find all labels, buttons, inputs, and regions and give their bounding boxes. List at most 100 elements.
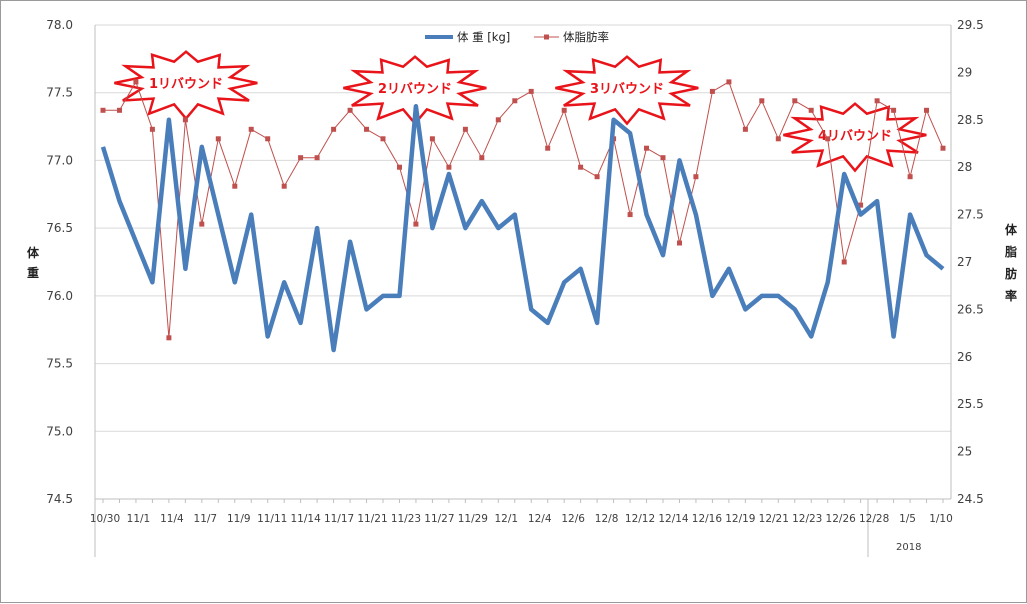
fat-point: [397, 164, 402, 170]
rebound-label: 3リバウンド: [590, 82, 664, 97]
fat-point: [149, 126, 155, 132]
x-axis: 10/30 11/1 11/4 11/7 11/9 11/11 11/14 11/17 11/2…: [90, 498, 953, 557]
fat-point: [644, 145, 649, 151]
x-tick-label: 11/7: [194, 513, 218, 525]
fat-point: [215, 136, 221, 142]
left-axis-title-char: 体: [27, 245, 40, 260]
fat-point: [281, 183, 287, 189]
fat-point: [495, 117, 501, 123]
left-tick-label: 75.5: [46, 357, 73, 371]
x-tick-label: 11/23: [391, 513, 421, 525]
fat-point: [298, 155, 304, 161]
right-axis-title-char: 体: [1005, 222, 1018, 237]
fat-point: [825, 136, 831, 142]
right-axis-ticks: 29.5 29 28.5 28 27.5 27 26.5 26 25.5 25 24.5: [957, 18, 984, 506]
x-tick-label: 12/6: [561, 513, 585, 525]
fat-point: [364, 126, 369, 132]
fat-point: [429, 136, 435, 142]
right-tick-label: 28.5: [957, 113, 984, 127]
right-tick-label: 29: [957, 65, 972, 79]
x-tick-label: 12/8: [595, 513, 619, 525]
fat-point: [907, 174, 913, 180]
fat-point: [924, 107, 929, 113]
fat-point: [117, 107, 122, 113]
rebound-label: 1リバウンド: [149, 77, 223, 92]
fat-point: [100, 107, 106, 113]
fat-point: [742, 126, 748, 132]
fat-point: [775, 136, 781, 142]
left-axis-ticks: 78.0 77.5 77.0 76.5 76.0 75.5 75.0 74.5: [46, 18, 73, 506]
legend-fat-label: 体脂肪率: [563, 30, 609, 44]
fat-point: [940, 145, 946, 151]
fat-point: [792, 98, 798, 104]
fat-point: [726, 79, 732, 85]
fat-point: [462, 126, 468, 132]
fat-point: [709, 88, 715, 94]
x-tick-label: 10/30: [90, 513, 120, 525]
x-tick-label: 12/28: [859, 513, 889, 525]
fat-point: [677, 240, 682, 246]
legend-fat-marker: [544, 34, 549, 40]
x-tick-label: 11/29: [458, 513, 488, 525]
legend-weight-label: 体 重 [kg]: [457, 30, 510, 44]
fat-point: [479, 155, 485, 161]
fat-point: [413, 221, 419, 227]
fat-point: [314, 155, 320, 161]
x-tick-label: 11/21: [357, 513, 387, 525]
x-tick-label: 11/9: [227, 513, 251, 525]
fat-series: [100, 79, 946, 341]
right-tick-label: 25.5: [957, 397, 984, 411]
fat-line: [103, 80, 944, 338]
x-tick-label: 12/1: [494, 513, 518, 525]
fat-point: [166, 335, 172, 341]
left-axis-title-char: 重: [27, 265, 39, 280]
legend: 体 重 [kg] 体脂肪率: [425, 30, 609, 44]
left-tick-label: 76.0: [46, 289, 73, 303]
right-tick-label: 27.5: [957, 208, 984, 222]
right-tick-label: 25: [957, 445, 972, 459]
fat-point: [512, 98, 518, 104]
x-tick-label: 12/14: [658, 513, 689, 525]
fat-point: [446, 164, 452, 170]
x-tick-label: 12/4: [528, 513, 552, 525]
rebound-burst: [555, 55, 699, 126]
x-tick-label: 11/14: [291, 513, 322, 525]
fat-point: [759, 98, 765, 104]
left-tick-label: 77.5: [46, 86, 73, 100]
right-axis-title-char: 脂: [1004, 244, 1017, 259]
weight-series: [100, 104, 945, 353]
x-tick-label: 11/27: [424, 513, 454, 525]
fat-point: [380, 136, 386, 142]
fat-point: [545, 145, 551, 151]
fat-point: [199, 221, 205, 227]
fat-point: [265, 136, 271, 142]
x-tick-label: 12/19: [725, 513, 755, 525]
weight-line: [100, 104, 945, 353]
left-tick-label: 74.5: [46, 492, 73, 506]
fat-point: [578, 164, 584, 170]
x-tick-label: 1/10: [929, 513, 953, 525]
fat-point: [858, 202, 864, 208]
x-tick-label: 11/1: [127, 513, 151, 525]
x-tick-label: 1/5: [899, 513, 916, 525]
fat-point: [347, 107, 353, 113]
fat-point: [841, 259, 847, 265]
left-axis-title: 体重: [27, 245, 40, 280]
fat-point: [693, 174, 699, 180]
right-tick-label: 28: [957, 160, 972, 174]
x-tick-label: 12/12: [625, 513, 655, 525]
x-tick-label: 11/17: [324, 513, 354, 525]
x-tick-label: 12/23: [792, 513, 822, 525]
x-tick-label: 12/21: [759, 513, 789, 525]
right-tick-label: 24.5: [957, 492, 984, 506]
fat-point: [891, 107, 897, 113]
right-axis-title-char: 率: [1005, 288, 1017, 303]
x-tick-label: 11/11: [257, 513, 287, 525]
fat-point: [182, 117, 188, 123]
left-tick-label: 78.0: [46, 18, 73, 32]
x-tick-label: 11/4: [160, 513, 184, 525]
right-axis-title-char: 肪: [1005, 266, 1017, 281]
fat-point: [232, 183, 238, 189]
